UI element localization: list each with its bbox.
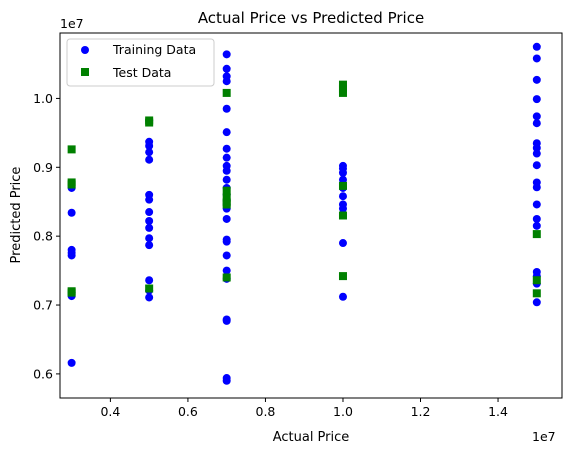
training-data-point bbox=[68, 251, 76, 259]
training-data-point bbox=[145, 224, 153, 232]
test-data-point bbox=[223, 200, 231, 208]
training-data-point bbox=[223, 251, 231, 259]
test-data-point bbox=[68, 145, 76, 153]
training-data-point bbox=[68, 209, 76, 217]
training-data-point bbox=[223, 65, 231, 73]
test-data-point bbox=[223, 187, 231, 195]
training-data-point bbox=[533, 112, 541, 120]
training-data-point bbox=[145, 148, 153, 156]
legend: Training Data Test Data bbox=[67, 39, 214, 86]
training-data-point bbox=[533, 76, 541, 84]
test-data-point bbox=[145, 119, 153, 127]
training-data-point bbox=[533, 222, 541, 230]
training-data-point bbox=[145, 234, 153, 242]
chart-title: Actual Price vs Predicted Price bbox=[198, 9, 424, 27]
y-tick-label: 1.0 bbox=[33, 91, 53, 106]
training-data-point bbox=[145, 156, 153, 164]
training-data-point bbox=[533, 215, 541, 223]
training-data-point bbox=[533, 54, 541, 62]
y-axis-label: Predicted Price bbox=[9, 167, 24, 264]
test-data-point bbox=[145, 285, 153, 293]
training-data-point bbox=[223, 145, 231, 153]
test-data-point bbox=[68, 289, 76, 297]
training-data-point bbox=[223, 128, 231, 136]
training-data-point bbox=[339, 205, 347, 213]
training-data-point bbox=[223, 77, 231, 85]
training-data-point bbox=[68, 359, 76, 367]
x-tick-label: 0.6 bbox=[178, 404, 198, 419]
training-data-point bbox=[223, 238, 231, 246]
x-tick-label: 1.4 bbox=[488, 404, 508, 419]
training-data-point bbox=[223, 215, 231, 223]
test-data-point bbox=[339, 89, 347, 97]
training-data-point bbox=[533, 161, 541, 169]
y-tick-label: 0.8 bbox=[33, 229, 53, 244]
y-tick-label: 0.7 bbox=[33, 298, 53, 313]
training-data-point bbox=[533, 119, 541, 127]
x-tick-label: 0.4 bbox=[100, 404, 120, 419]
test-data-point bbox=[223, 273, 231, 281]
y-axis-offset-label: 1e7 bbox=[60, 16, 84, 31]
x-axis-label: Actual Price bbox=[273, 430, 350, 445]
test-data-point bbox=[533, 230, 541, 238]
test-data-point bbox=[533, 289, 541, 297]
legend-test-marker bbox=[81, 68, 89, 76]
test-data-point bbox=[533, 276, 541, 284]
y-tick-label: 0.9 bbox=[33, 160, 53, 175]
training-data-point bbox=[223, 167, 231, 175]
training-data-point bbox=[533, 150, 541, 158]
training-data-point bbox=[533, 95, 541, 103]
x-tick-label: 0.8 bbox=[256, 404, 276, 419]
training-data-point bbox=[339, 192, 347, 200]
training-data-point bbox=[145, 276, 153, 284]
x-tick-label: 1.2 bbox=[411, 404, 431, 419]
test-data-point bbox=[339, 272, 347, 280]
y-tick-label: 0.6 bbox=[33, 366, 53, 381]
training-data-point bbox=[223, 377, 231, 385]
training-data-point bbox=[223, 176, 231, 184]
legend-training-label: Training Data bbox=[112, 42, 196, 57]
x-tick-label: 1.0 bbox=[333, 404, 353, 419]
training-data-point bbox=[223, 50, 231, 58]
x-axis-offset-label: 1e7 bbox=[532, 429, 556, 444]
training-data-point bbox=[533, 183, 541, 191]
training-data-point bbox=[223, 317, 231, 325]
training-data-point bbox=[145, 293, 153, 301]
training-data-point bbox=[223, 154, 231, 162]
training-data-point bbox=[145, 208, 153, 216]
training-data-point bbox=[339, 293, 347, 301]
training-data-point bbox=[533, 43, 541, 51]
training-data-point bbox=[145, 217, 153, 225]
training-data-point bbox=[145, 196, 153, 204]
test-data-point bbox=[68, 181, 76, 189]
test-data-point bbox=[339, 212, 347, 220]
training-data-point bbox=[339, 239, 347, 247]
training-data-point bbox=[533, 298, 541, 306]
test-data-point bbox=[339, 182, 347, 190]
test-data-point bbox=[223, 89, 231, 97]
training-data-point bbox=[223, 105, 231, 113]
training-data-point bbox=[223, 267, 231, 275]
training-data-point bbox=[339, 169, 347, 177]
training-data-point bbox=[533, 200, 541, 208]
training-data-point bbox=[145, 241, 153, 249]
legend-test-label: Test Data bbox=[112, 65, 171, 80]
legend-training-marker bbox=[81, 46, 89, 54]
